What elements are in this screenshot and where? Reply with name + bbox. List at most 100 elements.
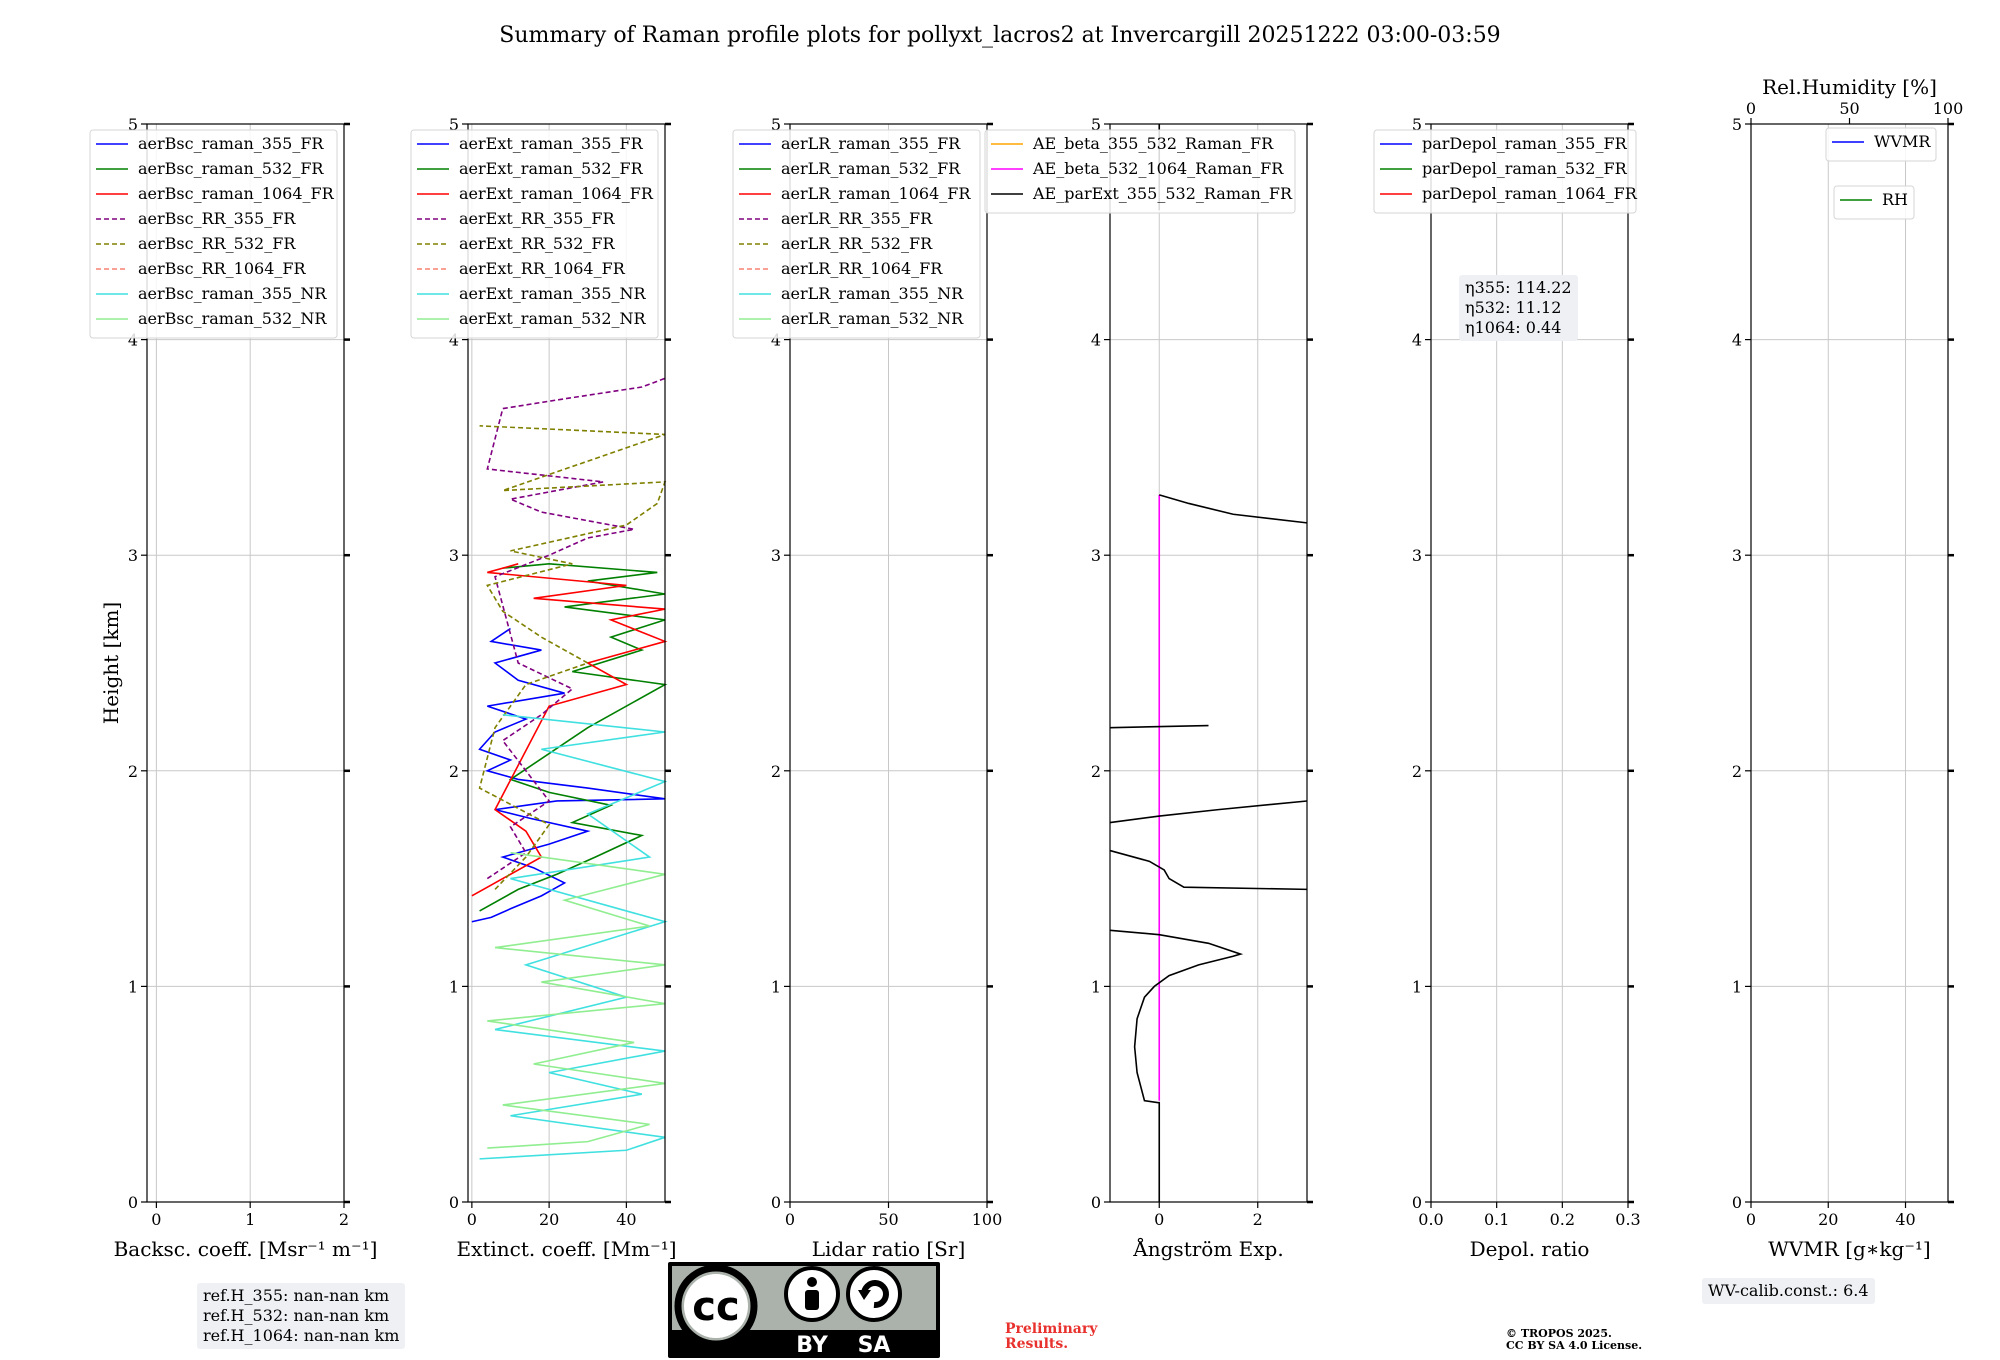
xtick-label: 2 bbox=[1253, 1210, 1263, 1229]
ytick-label: 0 bbox=[1091, 1193, 1101, 1212]
ytick-label: 5 bbox=[1412, 115, 1422, 134]
legend-entry: aerExt_RR_355_FR bbox=[459, 209, 616, 228]
legend-entry: aerExt_raman_355_FR bbox=[459, 134, 644, 153]
ytick-label: 1 bbox=[1412, 977, 1422, 996]
cc-by-sa-logo: cc BY SA bbox=[668, 1262, 940, 1358]
refh-355: ref.H_355: nan-nan km bbox=[203, 1286, 390, 1305]
copyright-line1: © TROPOS 2025. bbox=[1506, 1327, 1612, 1340]
ytick-label: 0 bbox=[449, 1193, 459, 1212]
ytick-label: 0 bbox=[1732, 1193, 1742, 1212]
legend-entry: aerExt_RR_532_FR bbox=[459, 234, 616, 253]
xtick-label: 1 bbox=[245, 1210, 255, 1229]
ytick-label: 0 bbox=[771, 1193, 781, 1212]
xtick-label: 50 bbox=[878, 1210, 898, 1229]
xaxis-label: Backsc. coeff. [Msr⁻¹ m⁻¹] bbox=[114, 1237, 378, 1261]
legend-box bbox=[1833, 185, 1915, 220]
xtick-label: 0.2 bbox=[1550, 1210, 1575, 1229]
legend-box bbox=[984, 129, 1296, 214]
series-aerExt_RR_355_FR bbox=[486, 377, 666, 880]
xtick-label: 0.0 bbox=[1418, 1210, 1443, 1229]
legend-entry: aerLR_RR_355_FR bbox=[781, 209, 933, 228]
ytick-label: 3 bbox=[771, 546, 781, 565]
xtick-label: 20 bbox=[1818, 1210, 1838, 1229]
xaxis-label: Ångström Exp. bbox=[1132, 1236, 1283, 1261]
ytick-label: 4 bbox=[1412, 331, 1422, 350]
series-AE_parExt_355_532_Raman_FR_seg4 bbox=[1109, 724, 1209, 729]
ytick-label: 2 bbox=[1091, 762, 1101, 781]
xtick-label: 20 bbox=[539, 1210, 559, 1229]
ytick-label: 0 bbox=[128, 1193, 138, 1212]
legend-entry: AE_beta_355_532_Raman_FR bbox=[1032, 134, 1274, 153]
ytick-label: 4 bbox=[449, 331, 459, 350]
axes-frame bbox=[1750, 123, 1949, 1203]
legend-entry: aerBsc_raman_355_NR bbox=[138, 284, 327, 303]
xtick-label: 40 bbox=[1895, 1210, 1915, 1229]
top-xtick-label: 0 bbox=[1746, 99, 1756, 118]
series-aerExt_raman_1064_FR bbox=[471, 563, 668, 897]
share-alike-icon bbox=[846, 1266, 902, 1322]
legend-entry: aerBsc_raman_532_FR bbox=[138, 159, 324, 178]
legend-entry: aerBsc_RR_532_FR bbox=[138, 234, 296, 253]
preliminary-note: Preliminary Results. bbox=[1005, 1322, 1097, 1352]
ytick-label: 3 bbox=[449, 546, 459, 565]
series-aerExt_RR_532_FR bbox=[478, 425, 667, 890]
ytick-label: 5 bbox=[1732, 115, 1742, 134]
ytick-label: 3 bbox=[1732, 546, 1742, 565]
preliminary-line2: Results. bbox=[1005, 1336, 1069, 1352]
series-AE_parExt_355_532_Raman_FR bbox=[1109, 929, 1244, 1202]
ytick-label: 2 bbox=[128, 762, 138, 781]
legend-entry: aerExt_RR_1064_FR bbox=[459, 259, 626, 278]
legend-entry: aerBsc_raman_355_FR bbox=[138, 134, 324, 153]
ytick-label: 2 bbox=[771, 762, 781, 781]
ytick-label: 1 bbox=[1091, 977, 1101, 996]
ytick-label: 3 bbox=[1412, 546, 1422, 565]
series-AE_parExt_355_532_Raman_FR_seg2 bbox=[1109, 849, 1308, 891]
legend-entry: aerExt_raman_355_NR bbox=[459, 284, 647, 303]
xtick-label: 0 bbox=[1746, 1210, 1756, 1229]
top-xaxis-label: Rel.Humidity [%] bbox=[1762, 75, 1937, 99]
legend-entry: aerLR_raman_355_FR bbox=[781, 134, 961, 153]
legend-box bbox=[732, 129, 981, 339]
xaxis-label: Extinct. coeff. [Mm⁻¹] bbox=[456, 1237, 676, 1261]
legend-entry: AE_beta_532_1064_Raman_FR bbox=[1032, 159, 1284, 178]
ytick-label: 2 bbox=[1412, 762, 1422, 781]
ytick-label: 1 bbox=[449, 977, 459, 996]
legend-entry: aerExt_raman_532_NR bbox=[459, 309, 647, 328]
wv-calib-const: WV-calib.const.: 6.4 bbox=[1708, 1281, 1869, 1300]
legend-entry: aerLR_RR_532_FR bbox=[781, 234, 933, 253]
xtick-label: 0 bbox=[785, 1210, 795, 1229]
xtick-label: 2 bbox=[339, 1210, 349, 1229]
legend-entry: AE_parExt_355_532_Raman_FR bbox=[1032, 184, 1293, 203]
ytick-label: 4 bbox=[1091, 331, 1101, 350]
ytick-label: 1 bbox=[128, 977, 138, 996]
cc-by-label: BY bbox=[796, 1333, 829, 1358]
copyright-line2: CC BY SA 4.0 License. bbox=[1506, 1339, 1643, 1352]
refh-532: ref.H_532: nan-nan km bbox=[203, 1306, 390, 1325]
xtick-label: 100 bbox=[972, 1210, 1003, 1229]
legend-entry: aerExt_raman_1064_FR bbox=[459, 184, 654, 203]
top-xtick-label: 50 bbox=[1839, 99, 1859, 118]
legend-box bbox=[1373, 129, 1637, 214]
legend-entry: aerBsc_RR_1064_FR bbox=[138, 259, 307, 278]
ytick-label: 5 bbox=[771, 115, 781, 134]
yaxis-label: Height [km] bbox=[99, 602, 123, 724]
series-AE_parExt_355_532_Raman_FR_seg5 bbox=[1159, 494, 1308, 524]
legend-entry: aerLR_raman_1064_FR bbox=[781, 184, 971, 203]
cc-text: cc bbox=[692, 1284, 739, 1330]
xtick-label: 0 bbox=[467, 1210, 477, 1229]
xtick-label: 0 bbox=[1154, 1210, 1164, 1229]
ytick-label: 3 bbox=[128, 546, 138, 565]
legend-box bbox=[89, 129, 338, 339]
ytick-label: 5 bbox=[449, 115, 459, 134]
legend-box bbox=[410, 129, 659, 339]
xtick-label: 0 bbox=[151, 1210, 161, 1229]
series-aerExt_raman_355_FR bbox=[471, 627, 666, 923]
cc-sa-label: SA bbox=[858, 1333, 891, 1358]
series-aerExt_raman_355_NR bbox=[479, 713, 668, 1160]
legend-entry: aerLR_raman_355_NR bbox=[781, 284, 964, 303]
eta-532: η532: 11.12 bbox=[1465, 298, 1562, 317]
legend-entry: aerBsc_raman_532_NR bbox=[138, 309, 327, 328]
